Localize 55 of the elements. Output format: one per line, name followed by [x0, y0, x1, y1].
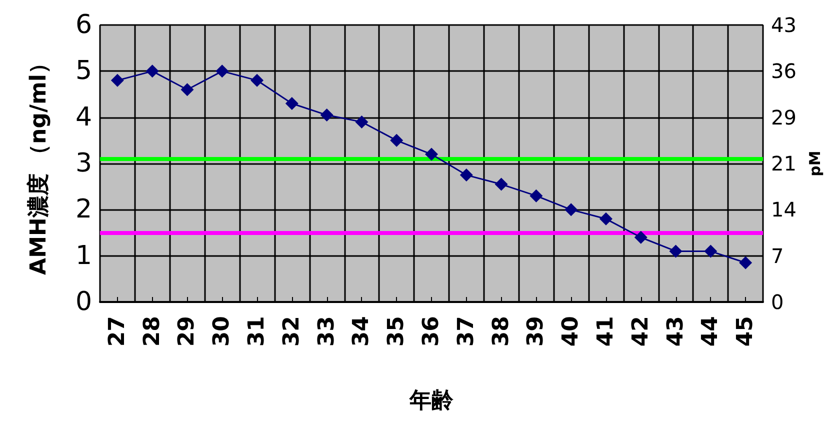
x-tick-label: 31: [244, 316, 270, 347]
x-tick-label: 29: [174, 316, 200, 347]
point: [599, 212, 612, 226]
y2-tick-label: 43: [771, 13, 796, 37]
y2-tick-label: 29: [771, 105, 796, 130]
x-tick-label: 37: [454, 316, 479, 347]
point: [180, 83, 194, 96]
y-tick-label: 2: [75, 194, 92, 225]
y2-tick-label: 14: [771, 198, 796, 222]
point: [146, 64, 159, 78]
point: [425, 148, 438, 161]
point: [669, 244, 682, 258]
point: [634, 230, 648, 244]
x-axis-title: 年齢: [408, 388, 454, 414]
y-tick-label: 3: [75, 148, 92, 178]
y-axis-title: AMH濃度 （ng/ml）: [26, 52, 52, 275]
x-tick-label: 27: [104, 316, 130, 347]
y2-axis-title: pM: [806, 150, 824, 176]
point: [355, 115, 368, 128]
x-tick-label: 36: [419, 316, 444, 347]
x-tick-label: 39: [524, 316, 549, 347]
point: [460, 168, 473, 182]
point: [739, 256, 752, 270]
point: [110, 74, 124, 87]
point: [704, 244, 718, 258]
y2-tick-label: 21: [771, 152, 796, 176]
y2-tick-label: 7: [771, 244, 784, 268]
y2-tick-label: 36: [771, 59, 796, 84]
point: [564, 203, 578, 216]
x-tick-label: 35: [384, 316, 410, 347]
y2-tick-label: 0: [771, 290, 784, 314]
x-tick-label: 32: [279, 316, 304, 347]
y-tick-label: 5: [75, 56, 92, 86]
x-tick-label: 45: [733, 316, 758, 347]
x-tick-label: 43: [663, 316, 688, 347]
point: [494, 178, 508, 191]
x-tick-label: 28: [140, 316, 165, 347]
point: [530, 189, 543, 202]
point: [390, 134, 404, 147]
point: [216, 64, 229, 78]
x-tick-label: 33: [314, 316, 340, 347]
y-tick-label: 1: [75, 240, 92, 271]
x-tick-label: 44: [698, 316, 724, 347]
x-tick-label: 38: [488, 316, 514, 347]
x-tick-label: 34: [349, 316, 374, 347]
point: [250, 74, 264, 87]
y-tick-label: 0: [75, 287, 92, 317]
y-tick-label: 4: [75, 102, 92, 132]
x-tick-label: 42: [628, 316, 654, 347]
point: [320, 108, 334, 122]
point: [285, 96, 298, 110]
y-tick-label: 6: [75, 10, 92, 40]
x-tick-label: 40: [558, 316, 584, 347]
x-tick-label: 30: [210, 316, 235, 347]
x-tick-label: 41: [593, 316, 618, 347]
